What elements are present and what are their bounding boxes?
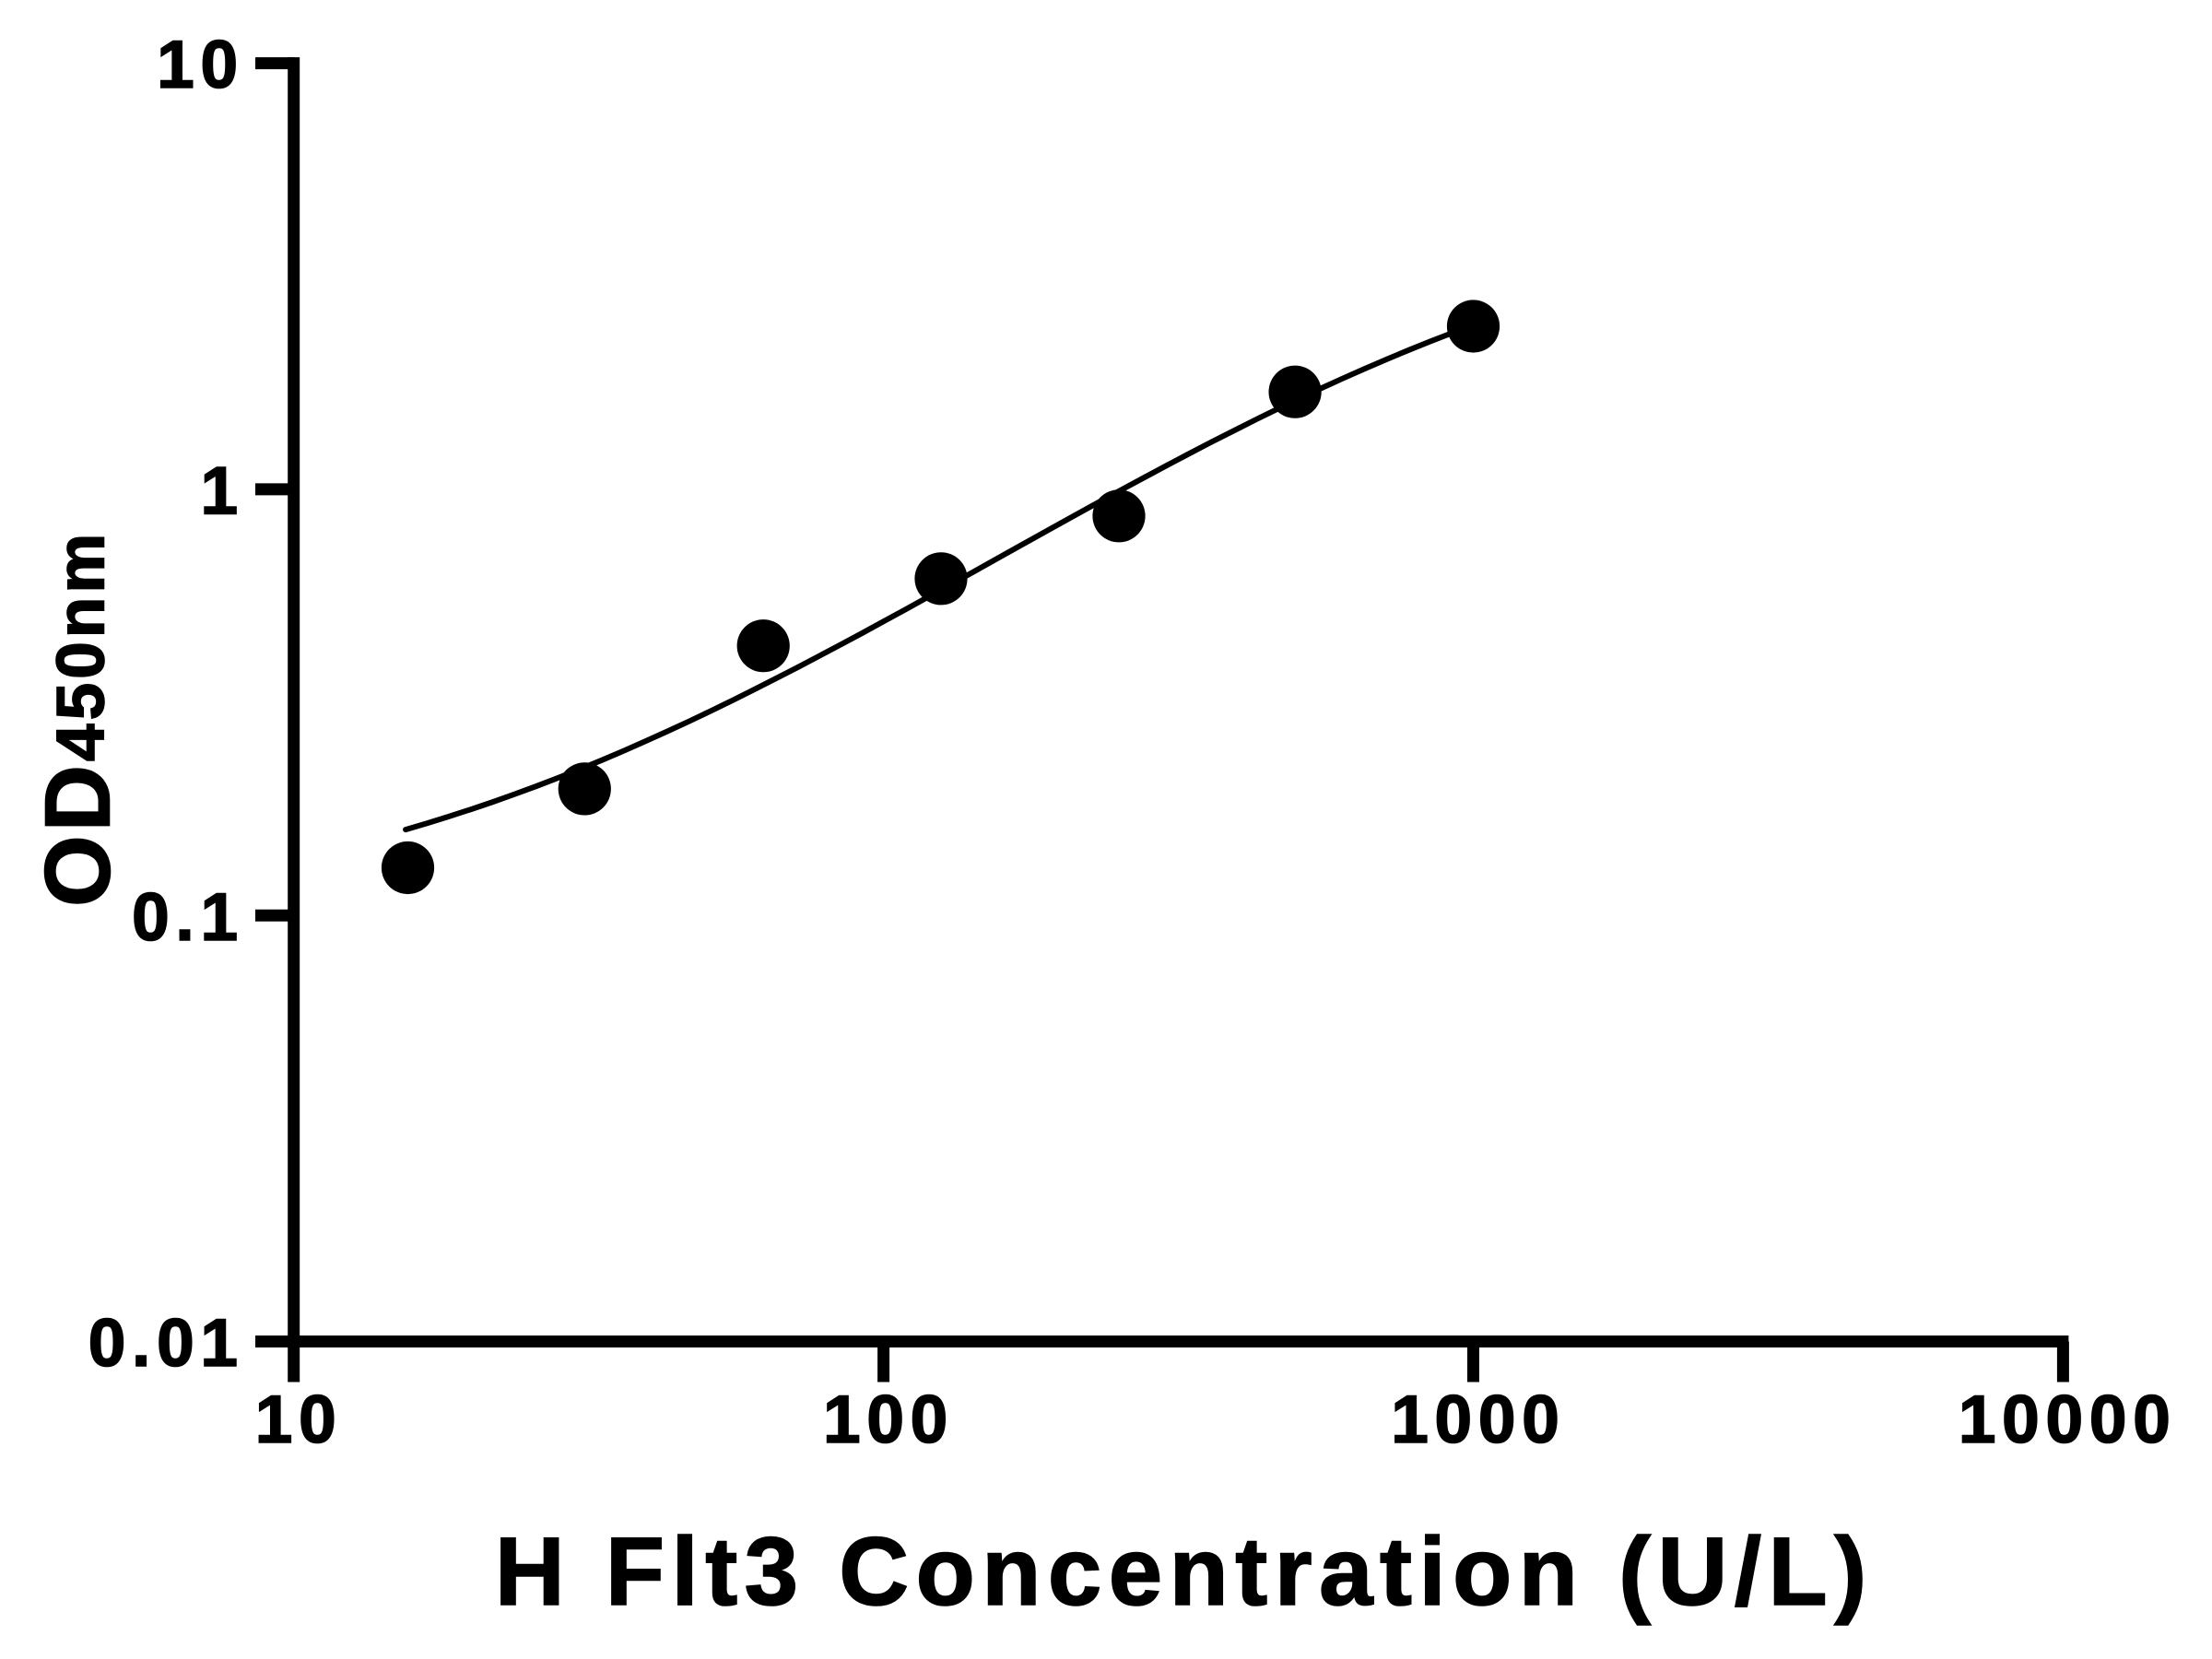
svg-text:1000: 1000 xyxy=(1391,1382,1565,1457)
svg-text:10: 10 xyxy=(255,1382,343,1457)
svg-text:H Flt3 Concentration (U/L): H Flt3 Concentration (U/L) xyxy=(495,1518,1874,1626)
svg-text:0.1: 0.1 xyxy=(132,880,244,955)
svg-text:10000: 10000 xyxy=(1959,1382,2177,1457)
svg-text:10: 10 xyxy=(157,28,244,102)
svg-text:100: 100 xyxy=(823,1382,954,1457)
svg-text:0.01: 0.01 xyxy=(88,1306,244,1381)
svg-text:1: 1 xyxy=(200,454,243,529)
svg-text:OD450nm: OD450nm xyxy=(26,530,129,907)
